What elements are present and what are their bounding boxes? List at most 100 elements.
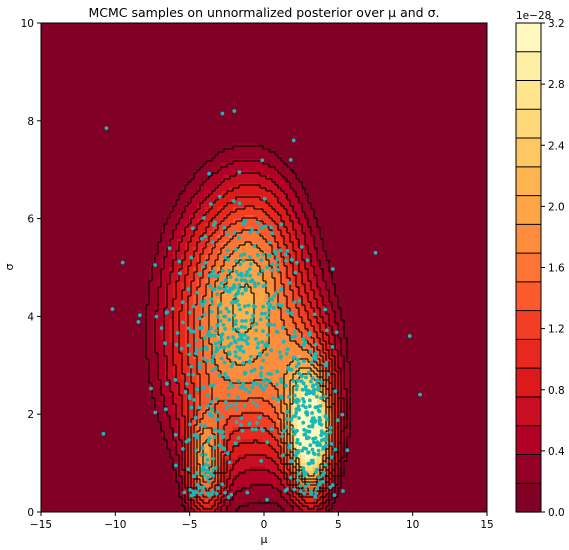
density-cell <box>229 159 234 164</box>
density-cell <box>261 319 266 324</box>
density-cell <box>313 371 318 376</box>
density-cell <box>305 239 310 244</box>
density-cell <box>177 235 182 240</box>
density-cell <box>297 259 302 264</box>
density-cell <box>197 179 202 184</box>
density-cell <box>173 307 178 312</box>
density-cell <box>241 323 246 328</box>
density-cell <box>293 227 298 232</box>
density-cell <box>229 191 234 196</box>
density-cell <box>321 311 326 316</box>
density-cell <box>213 255 218 260</box>
density-cell <box>281 371 286 376</box>
density-cell <box>249 371 254 376</box>
density-cell <box>221 163 226 168</box>
density-cell <box>341 443 346 448</box>
density-cell <box>337 375 342 380</box>
density-cell <box>301 323 306 328</box>
density-cell <box>181 415 186 420</box>
density-cell <box>241 499 246 504</box>
density-cell <box>329 467 334 472</box>
density-cell <box>277 179 282 184</box>
density-cell <box>297 271 302 276</box>
density-cell <box>281 195 286 200</box>
density-cell <box>193 379 198 384</box>
density-cell <box>281 291 286 296</box>
density-cell <box>169 299 174 304</box>
density-cell <box>229 267 234 272</box>
density-cell <box>181 463 186 468</box>
density-cell <box>225 155 230 160</box>
density-cell <box>221 279 226 284</box>
density-cell <box>181 327 186 332</box>
density-cell <box>157 315 162 320</box>
density-cell <box>201 179 206 184</box>
density-cell <box>197 403 202 408</box>
density-cell <box>325 479 330 484</box>
density-cell <box>277 307 282 312</box>
density-cell <box>217 407 222 412</box>
density-cell <box>273 311 278 316</box>
density-cell <box>261 163 266 168</box>
density-cell <box>265 259 270 264</box>
density-cell <box>257 487 262 492</box>
density-cell <box>249 143 254 148</box>
density-cell <box>261 255 266 260</box>
density-cell <box>213 423 218 428</box>
density-cell <box>201 363 206 368</box>
density-cell <box>329 367 334 372</box>
density-cell <box>181 359 186 364</box>
density-cell <box>213 159 218 164</box>
density-cell <box>301 507 306 512</box>
density-cell <box>273 463 278 468</box>
density-cell <box>213 307 218 312</box>
density-cell <box>161 395 166 400</box>
density-cell <box>229 303 234 308</box>
density-cell <box>213 391 218 396</box>
density-cell <box>209 271 214 276</box>
density-cell <box>301 311 306 316</box>
density-cell <box>177 199 182 204</box>
density-cell <box>269 399 274 404</box>
density-cell <box>217 431 222 436</box>
density-cell <box>253 331 258 336</box>
density-cell <box>249 307 254 312</box>
density-cell <box>253 219 258 224</box>
density-cell <box>185 423 190 428</box>
density-cell <box>325 315 330 320</box>
density-cell <box>277 175 282 180</box>
density-cell <box>229 479 234 484</box>
density-cell <box>277 207 282 212</box>
density-cell <box>205 199 210 204</box>
density-cell <box>253 147 258 152</box>
density-cell <box>221 491 226 496</box>
density-cell <box>181 243 186 248</box>
density-cell <box>185 331 190 336</box>
density-cell <box>329 339 334 344</box>
density-cell <box>269 311 274 316</box>
density-cell <box>217 299 222 304</box>
density-cell <box>321 323 326 328</box>
density-cell <box>333 303 338 308</box>
density-cell <box>201 471 206 476</box>
density-cell <box>277 347 282 352</box>
density-cell <box>301 499 306 504</box>
density-cell <box>181 439 186 444</box>
density-cell <box>317 239 322 244</box>
density-cell <box>185 271 190 276</box>
density-cell <box>177 355 182 360</box>
density-cell <box>217 499 222 504</box>
density-cell <box>161 319 166 324</box>
density-cell <box>265 283 270 288</box>
density-cell <box>149 375 154 380</box>
density-cell <box>241 355 246 360</box>
density-cell <box>161 271 166 276</box>
density-cell <box>161 287 166 292</box>
density-cell <box>149 295 154 300</box>
density-cell <box>237 323 242 328</box>
density-cell <box>157 367 162 372</box>
density-cell <box>325 343 330 348</box>
density-cell <box>169 279 174 284</box>
density-cell <box>277 483 282 488</box>
density-cell <box>209 431 214 436</box>
